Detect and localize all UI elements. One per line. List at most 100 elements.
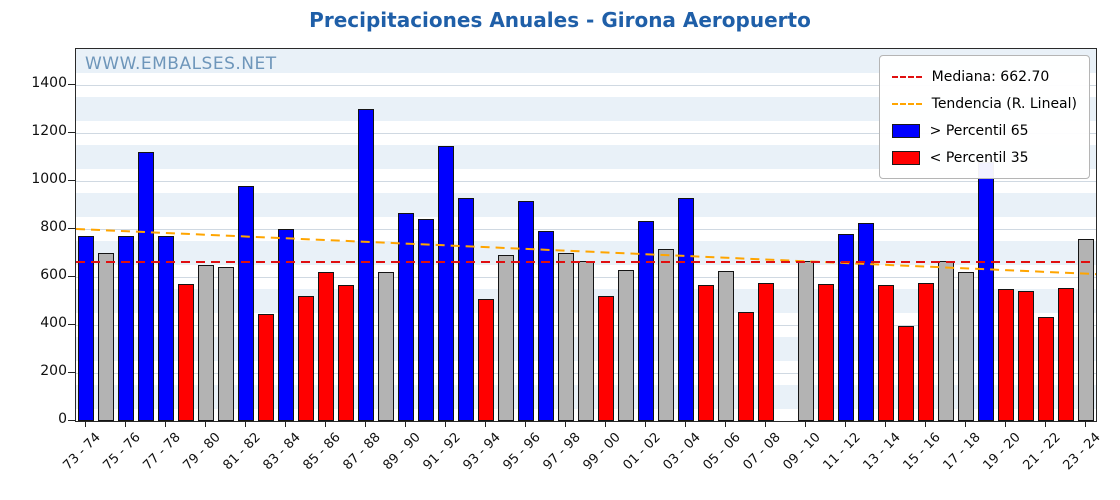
- y-tick-label: 200: [40, 363, 67, 379]
- precip-bar: [617, 269, 635, 421]
- precip-bar: [517, 201, 535, 421]
- precip-bar: [717, 271, 735, 421]
- precip-bar: [677, 197, 695, 421]
- chart-title: Precipitaciones Anuales - Girona Aeropue…: [309, 8, 811, 32]
- precip-bar: [1057, 287, 1075, 421]
- precip-bar: [237, 185, 255, 421]
- x-tick-label: 15 - 16: [900, 430, 944, 474]
- precip-bar: [257, 314, 275, 421]
- y-tick-label: 600: [40, 267, 67, 283]
- precip-bar: [337, 285, 355, 421]
- y-tick-mark: [68, 228, 75, 229]
- precip-bar: [697, 285, 715, 421]
- precip-bar: [137, 152, 155, 421]
- precip-bar: [657, 249, 675, 421]
- above-percentile-swatch-icon: [891, 123, 920, 138]
- precip-bar: [557, 253, 575, 421]
- y-tick-mark: [68, 372, 75, 373]
- y-tick-label: 0: [58, 411, 67, 427]
- y-tick-label: 400: [40, 315, 67, 331]
- x-tick-label: 03 - 04: [660, 430, 704, 474]
- x-tick-label: 09 - 10: [780, 430, 824, 474]
- precip-bar: [197, 265, 215, 421]
- x-tick-label: 13 - 14: [860, 430, 904, 474]
- precip-bar: [117, 236, 135, 421]
- y-tick-label: 1000: [31, 171, 67, 187]
- legend-below-label: < Percentil 35: [929, 149, 1029, 166]
- y-tick-label: 1400: [31, 75, 67, 91]
- x-tick-label: 21 - 22: [1020, 430, 1064, 474]
- precip-bar: [297, 296, 315, 421]
- y-gridline: [76, 85, 1096, 86]
- x-tick-label: 93 - 94: [460, 430, 504, 474]
- precip-bar: [1017, 291, 1035, 421]
- precip-bar: [377, 272, 395, 421]
- precip-bar: [1037, 316, 1055, 421]
- x-tick-label: 79 - 80: [180, 430, 224, 474]
- x-tick-label: 99 - 00: [580, 430, 624, 474]
- x-tick-label: 89 - 90: [380, 430, 424, 474]
- legend: Mediana: 662.70 Tendencia (R. Lineal) > …: [878, 55, 1090, 179]
- legend-median-label: Mediana: 662.70: [931, 68, 1050, 85]
- precip-bar: [477, 298, 495, 421]
- x-tick-label: 73 - 74: [60, 430, 104, 474]
- y-tick-mark: [68, 132, 75, 133]
- median-dashed-line-icon: [891, 75, 922, 78]
- precip-bar: [97, 253, 115, 421]
- y-gridline: [76, 133, 1096, 134]
- y-gridline: [76, 229, 1096, 230]
- below-percentile-swatch-icon: [891, 150, 920, 165]
- x-tick-label: 77 - 78: [140, 430, 184, 474]
- precip-bar: [217, 267, 235, 421]
- precip-bar: [157, 236, 175, 421]
- trend-dashed-line-icon: [891, 102, 922, 105]
- precip-bar: [317, 272, 335, 421]
- y-tick-mark: [68, 84, 75, 85]
- watermark-text: WWW.EMBALSES.NET: [85, 54, 277, 74]
- precip-bar: [897, 326, 915, 421]
- x-tick-label: 23 - 24: [1060, 430, 1104, 474]
- precip-bar: [877, 285, 895, 421]
- precip-bar: [837, 233, 855, 421]
- precip-bar: [417, 219, 435, 421]
- x-tick-label: 87 - 88: [340, 430, 384, 474]
- precip-bar: [917, 283, 935, 421]
- x-tick-label: 05 - 06: [700, 430, 744, 474]
- precip-bar: [597, 296, 615, 421]
- precip-bar: [77, 236, 95, 421]
- precip-bar: [457, 197, 475, 421]
- x-tick-label: 91 - 92: [420, 430, 464, 474]
- precip-bar: [537, 231, 555, 421]
- x-tick-label: 85 - 86: [300, 430, 344, 474]
- precip-bar: [817, 284, 835, 421]
- x-tick-label: 81 - 82: [220, 430, 264, 474]
- x-tick-label: 19 - 20: [980, 430, 1024, 474]
- x-tick-label: 17 - 18: [940, 430, 984, 474]
- precip-bar: [357, 109, 375, 421]
- legend-item-trend: Tendencia (R. Lineal): [891, 90, 1077, 117]
- y-tick-label: 1200: [31, 123, 67, 139]
- x-tick-label: 95 - 96: [500, 430, 544, 474]
- precip-bar: [277, 229, 295, 421]
- precip-bar: [177, 284, 195, 421]
- precip-bar: [437, 146, 455, 421]
- y-tick-mark: [68, 324, 75, 325]
- precip-bar: [1077, 238, 1095, 421]
- y-tick-mark: [68, 276, 75, 277]
- legend-item-above-percentile: > Percentil 65: [891, 117, 1077, 144]
- y-tick-label: 800: [40, 219, 67, 235]
- legend-above-label: > Percentil 65: [929, 122, 1029, 139]
- x-tick-label: 83 - 84: [260, 430, 304, 474]
- precip-bar: [737, 311, 755, 421]
- legend-trend-label: Tendencia (R. Lineal): [931, 95, 1077, 112]
- precip-bar: [957, 272, 975, 421]
- precip-bar: [397, 213, 415, 421]
- legend-item-below-percentile: < Percentil 35: [891, 144, 1077, 171]
- trend-line: [76, 228, 1096, 276]
- precip-bar: [757, 283, 775, 421]
- legend-item-median: Mediana: 662.70: [891, 63, 1077, 90]
- precip-bar: [997, 289, 1015, 421]
- y-tick-mark: [68, 420, 75, 421]
- precip-bar: [497, 255, 515, 421]
- precip-bar: [857, 223, 875, 421]
